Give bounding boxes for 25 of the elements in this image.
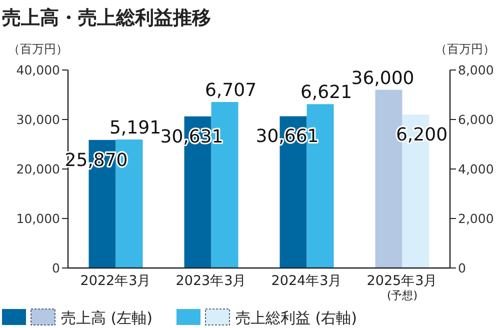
y-tick-label: 40,000 [16, 62, 60, 78]
y2-tick-label: 4,000 [458, 162, 494, 176]
y-tick-label: 30,000 [16, 112, 60, 127]
data-label: 6,707 [204, 80, 257, 101]
y-axis-title: （百万円） [8, 42, 68, 56]
chart-title: 売上高・売上総利益推移 [2, 7, 211, 29]
y2-tick-label: 2,000 [458, 211, 494, 226]
legend-label: 売上高 (左軸) [61, 309, 152, 327]
y-tick-label: 0 [52, 260, 60, 276]
data-label: 5,191 [109, 118, 162, 139]
x-tick-label: 2024年3月 [271, 273, 342, 289]
x-tick-label: 2023年3月 [176, 273, 247, 289]
data-label: 6,200 [396, 124, 448, 146]
y2-tick-label: 6,000 [458, 112, 494, 127]
y-tick-label: 10,000 [16, 211, 60, 226]
y-tick-label: 20,000 [16, 162, 60, 176]
data-label: 36,000 [351, 68, 414, 89]
data-label: 6,621 [300, 82, 352, 104]
legend-label: 売上総利益 (右軸) [235, 309, 357, 327]
y2-tick-label: 0 [458, 260, 466, 276]
y2-axis-title: （百万円） [435, 42, 495, 56]
text: (予想) [386, 289, 418, 302]
y2-tick-label: 8,000 [458, 62, 494, 78]
x-tick-label: 2025年3月 [366, 273, 438, 289]
x-tick-label: 2022年3月 [80, 273, 152, 289]
